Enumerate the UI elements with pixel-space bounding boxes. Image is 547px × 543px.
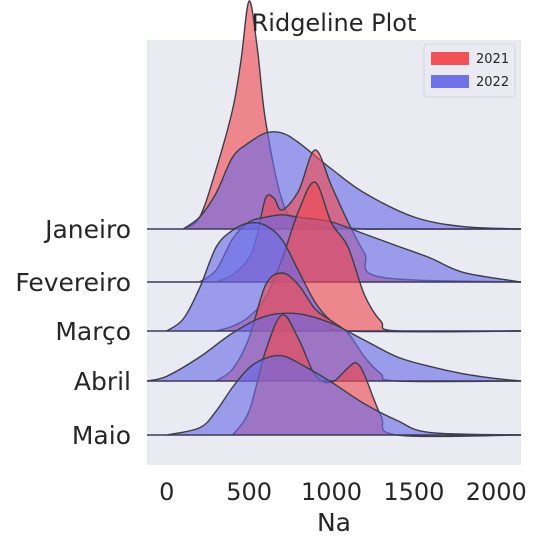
legend: 2021 2022: [423, 43, 516, 98]
x-tick-label: 2000: [466, 478, 527, 506]
ridge-label-abril: Abril: [74, 367, 131, 396]
legend-label-2021: 2021: [476, 52, 509, 67]
legend-swatch-2021: [431, 52, 469, 65]
density-outline-2022: [166, 354, 522, 436]
legend-swatch-2022: [431, 75, 469, 88]
x-tick-label: 0: [159, 478, 174, 506]
x-tick-label: 1000: [301, 478, 362, 506]
density-outline-2022: [182, 131, 522, 230]
density-area-2022: [147, 313, 521, 381]
x-tick-labels: 0 500 1000 1500 2000: [159, 478, 527, 506]
ridge-label-fevereiro: Fevereiro: [15, 268, 131, 297]
chart-title: Ridgeline Plot: [252, 9, 417, 37]
ridge-label-março: Março: [55, 317, 131, 346]
density-area-2022: [166, 222, 522, 332]
density-area-2022: [166, 355, 522, 435]
density-outline-2022: [146, 312, 522, 382]
ridges-layer: [146, 0, 522, 438]
ridge-labels: Janeiro Fevereiro Março Abril Maio: [15, 215, 131, 450]
ridge-label-janeiro: Janeiro: [43, 215, 131, 244]
ridge-label-maio: Maio: [72, 421, 131, 450]
ridge-maio: [147, 314, 522, 438]
legend-label-2022: 2022: [476, 75, 509, 90]
x-tick-label: 1500: [383, 478, 444, 506]
x-tick-label: 500: [226, 478, 272, 506]
x-axis-label: Na: [317, 508, 351, 537]
